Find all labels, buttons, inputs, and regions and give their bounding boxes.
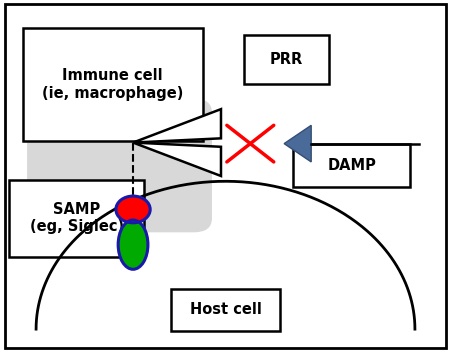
FancyBboxPatch shape <box>27 99 212 232</box>
Bar <box>23 28 203 141</box>
Bar <box>9 180 144 257</box>
Bar <box>244 35 329 84</box>
Polygon shape <box>133 143 221 176</box>
Polygon shape <box>133 109 221 143</box>
Ellipse shape <box>118 220 148 269</box>
Text: Immune cell
(ie, macrophage): Immune cell (ie, macrophage) <box>42 68 184 101</box>
Bar <box>171 289 280 331</box>
Circle shape <box>116 196 150 223</box>
Text: DAMP: DAMP <box>327 158 376 173</box>
Text: Host cell: Host cell <box>189 302 262 317</box>
Text: PRR: PRR <box>270 52 303 67</box>
Bar <box>293 144 410 187</box>
Text: SAMP
(eg, Siglec): SAMP (eg, Siglec) <box>30 202 124 234</box>
Polygon shape <box>284 125 311 162</box>
